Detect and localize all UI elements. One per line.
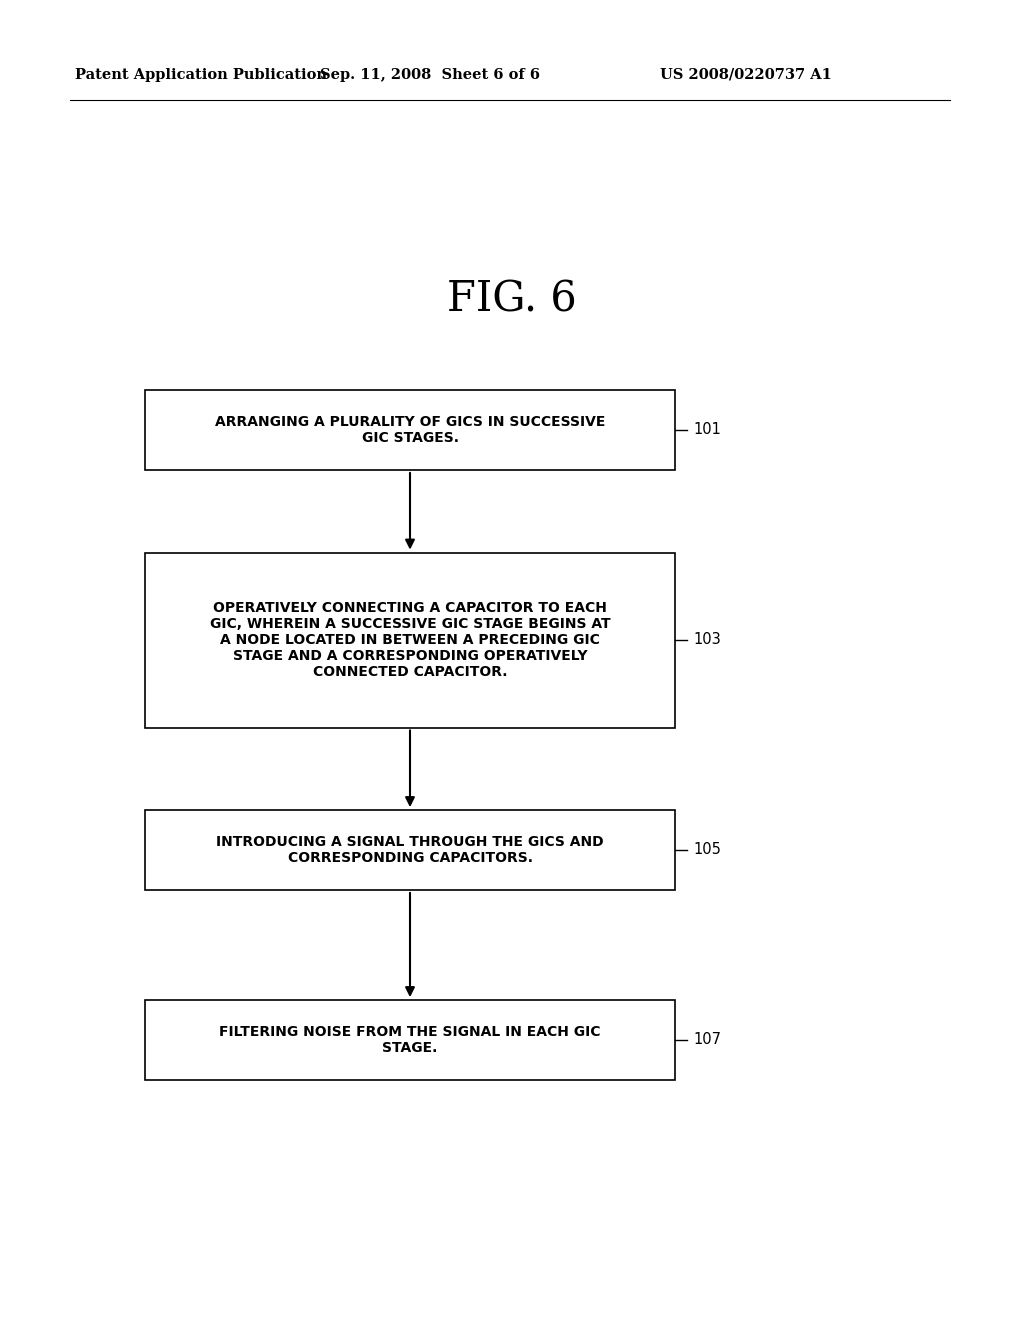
Bar [145, 1001, 675, 1080]
Bar [145, 389, 675, 470]
Text: 103: 103 [693, 632, 721, 648]
Text: Sep. 11, 2008  Sheet 6 of 6: Sep. 11, 2008 Sheet 6 of 6 [319, 69, 540, 82]
Text: FIG. 6: FIG. 6 [447, 279, 577, 321]
Text: ARRANGING A PLURALITY OF GICS IN SUCCESSIVE
GIC STAGES.: ARRANGING A PLURALITY OF GICS IN SUCCESS… [215, 414, 605, 445]
Text: 105: 105 [693, 842, 721, 858]
Bar [145, 553, 675, 727]
Text: OPERATIVELY CONNECTING A CAPACITOR TO EACH
GIC, WHEREIN A SUCCESSIVE GIC STAGE B: OPERATIVELY CONNECTING A CAPACITOR TO EA… [210, 601, 610, 680]
Text: INTRODUCING A SIGNAL THROUGH THE GICS AND
CORRESPONDING CAPACITORS.: INTRODUCING A SIGNAL THROUGH THE GICS AN… [216, 836, 604, 865]
Text: Patent Application Publication: Patent Application Publication [75, 69, 327, 82]
Text: 101: 101 [693, 422, 721, 437]
Text: 107: 107 [693, 1032, 721, 1048]
Text: US 2008/0220737 A1: US 2008/0220737 A1 [660, 69, 831, 82]
Text: FILTERING NOISE FROM THE SIGNAL IN EACH GIC
STAGE.: FILTERING NOISE FROM THE SIGNAL IN EACH … [219, 1024, 601, 1055]
Bar [145, 810, 675, 890]
